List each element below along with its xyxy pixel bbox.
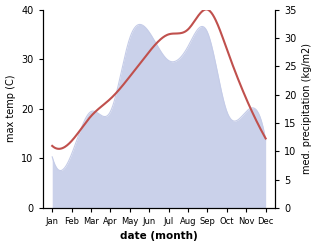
- Y-axis label: med. precipitation (kg/m2): med. precipitation (kg/m2): [302, 43, 313, 174]
- X-axis label: date (month): date (month): [120, 231, 198, 242]
- Y-axis label: max temp (C): max temp (C): [5, 75, 16, 143]
